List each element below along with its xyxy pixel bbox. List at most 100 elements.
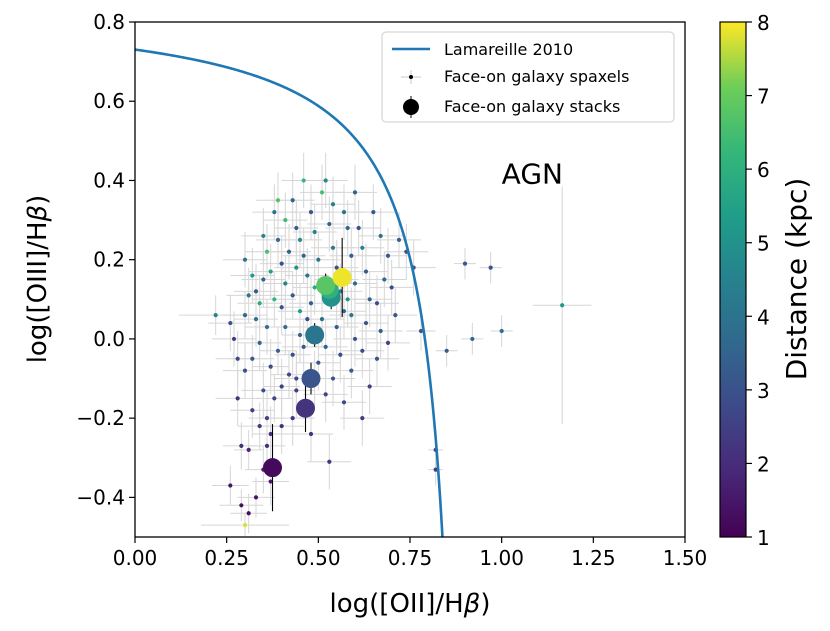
spaxel-point-97 bbox=[279, 423, 284, 429]
spaxel-point-50 bbox=[312, 229, 317, 235]
stack-point-6 bbox=[316, 275, 336, 295]
y-tick-label-1: −0.2 bbox=[76, 406, 125, 430]
spaxel-error-bars bbox=[179, 152, 592, 537]
spaxel-point-51 bbox=[308, 210, 314, 215]
colorbar: 1 2 3 4 5 6 7 8 Distance (kpc) bbox=[719, 11, 813, 550]
spaxel-point-94 bbox=[228, 320, 233, 326]
spaxel-point-40 bbox=[301, 253, 306, 258]
spaxel-point-49 bbox=[316, 257, 321, 262]
spaxel-point-11 bbox=[272, 396, 277, 401]
spaxel-point-15 bbox=[257, 340, 262, 345]
spaxel-point-106 bbox=[433, 467, 438, 472]
x-tick-label-4: 1.00 bbox=[479, 546, 524, 570]
spaxel-point-74 bbox=[363, 320, 369, 326]
stack-point-1 bbox=[296, 398, 315, 418]
spaxel-point-122 bbox=[279, 305, 284, 310]
spaxel-point-38 bbox=[297, 237, 303, 242]
spaxel-point-5 bbox=[246, 447, 251, 452]
spaxel-point-117 bbox=[301, 178, 306, 183]
y-tick-label-0: −0.4 bbox=[76, 485, 125, 509]
colorbar-tick-label-3: 4 bbox=[757, 305, 770, 329]
stack-point-3 bbox=[305, 325, 325, 345]
spaxel-point-37 bbox=[286, 249, 292, 254]
spaxel-point-14 bbox=[250, 356, 255, 361]
spaxel-point-63 bbox=[349, 368, 354, 373]
spaxel-point-54 bbox=[330, 245, 336, 250]
spaxel-point-114 bbox=[250, 273, 255, 278]
spaxel-point-73 bbox=[367, 297, 372, 302]
spaxel-point-18 bbox=[279, 384, 284, 389]
spaxel-point-79 bbox=[374, 301, 380, 306]
spaxel-point-99 bbox=[308, 431, 314, 437]
stack-point-7 bbox=[332, 268, 352, 288]
spaxel-point-31 bbox=[264, 249, 270, 254]
colorbar-tick-label-6: 7 bbox=[757, 85, 770, 109]
x-tick-label-1: 0.25 bbox=[204, 546, 249, 570]
galaxy-stacks bbox=[263, 237, 352, 512]
spaxel-point-58 bbox=[334, 324, 339, 330]
y-tick-label-6: 0.8 bbox=[93, 10, 125, 34]
colorbar-tick-label-1: 2 bbox=[757, 452, 770, 476]
colorbar-ticks: 1 2 3 4 5 6 7 8 bbox=[746, 11, 770, 550]
spaxel-point-66 bbox=[352, 281, 358, 286]
spaxel-point-47 bbox=[319, 317, 325, 322]
x-tick-label-3: 0.75 bbox=[388, 546, 433, 570]
spaxel-point-23 bbox=[283, 324, 288, 330]
lamareille-curve-layer bbox=[135, 48, 444, 537]
spaxel-point-46 bbox=[323, 344, 328, 349]
spaxel-point-16 bbox=[268, 364, 273, 369]
spaxel-point-7 bbox=[257, 423, 262, 429]
spaxel-point-68 bbox=[345, 225, 350, 231]
spaxel-point-80 bbox=[382, 277, 387, 282]
spaxel-point-86 bbox=[378, 233, 383, 239]
spaxel-point-8 bbox=[264, 443, 270, 448]
spaxel-point-33 bbox=[279, 261, 284, 266]
spaxel-point-10 bbox=[264, 416, 270, 421]
y-tick-label-2: 0.0 bbox=[93, 327, 125, 351]
x-tick-label-2: 0.50 bbox=[296, 546, 341, 570]
spaxel-point-123 bbox=[235, 356, 240, 361]
spaxel-point-101 bbox=[360, 416, 365, 421]
spaxel-point-110 bbox=[488, 265, 493, 270]
spaxel-point-13 bbox=[242, 368, 248, 373]
spaxel-point-26 bbox=[242, 313, 248, 318]
spaxel-point-116 bbox=[290, 198, 295, 203]
spaxel-point-88 bbox=[330, 202, 336, 207]
spaxel-point-126 bbox=[246, 511, 251, 516]
spaxel-point-85 bbox=[396, 237, 402, 242]
x-axis-label: log([OII]/Hβ) bbox=[330, 589, 491, 619]
spaxel-point-4 bbox=[239, 443, 244, 448]
x-tick-label-5: 1.25 bbox=[571, 546, 616, 570]
spaxel-point-30 bbox=[268, 269, 273, 274]
spaxel-point-44 bbox=[301, 344, 306, 349]
spaxel-point-100 bbox=[327, 459, 332, 464]
spaxel-point-59 bbox=[338, 352, 343, 357]
spaxel-point-60 bbox=[330, 376, 336, 381]
spaxel-point-104 bbox=[418, 328, 424, 334]
spaxel-point-120 bbox=[272, 297, 277, 302]
spaxel-point-125 bbox=[268, 479, 273, 484]
spaxel-point-95 bbox=[235, 396, 240, 401]
spaxel-point-119 bbox=[352, 190, 358, 195]
legend-stack-swatch-dot bbox=[403, 99, 419, 115]
spaxel-point-107 bbox=[444, 348, 449, 353]
spaxel-point-17 bbox=[275, 348, 281, 353]
y-tick-label-5: 0.6 bbox=[93, 89, 125, 113]
colorbar-tick-label-2: 3 bbox=[757, 379, 770, 403]
spaxel-point-65 bbox=[349, 313, 354, 318]
spaxel-point-69 bbox=[341, 210, 347, 215]
y-tick-label-4: 0.4 bbox=[93, 168, 125, 192]
spaxel-point-113 bbox=[242, 257, 248, 262]
spaxel-point-64 bbox=[352, 336, 358, 342]
x-axis-ticks: 0.00 0.25 0.50 0.75 1.00 1.25 1.50 bbox=[113, 537, 707, 570]
colorbar-tick-label-0: 1 bbox=[757, 526, 770, 550]
spaxel-point-83 bbox=[393, 313, 398, 318]
colorbar-label: Distance (kpc) bbox=[780, 178, 813, 381]
spaxel-point-111 bbox=[499, 328, 504, 334]
legend-entry-stacks: Face-on galaxy stacks bbox=[444, 97, 620, 116]
spaxel-point-89 bbox=[283, 217, 288, 223]
spaxel-point-2 bbox=[239, 503, 244, 508]
spaxel-point-12 bbox=[261, 388, 266, 393]
spaxel-point-87 bbox=[371, 210, 376, 215]
